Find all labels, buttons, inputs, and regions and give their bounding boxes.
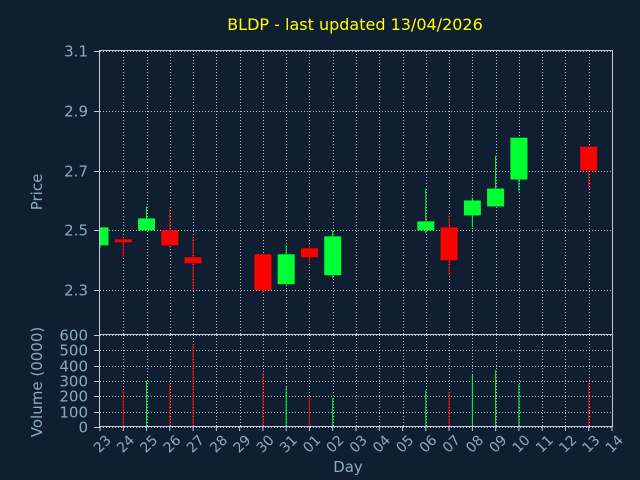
day-x-ticks: 23 24 25 26 27 28 29 30 31 01 02 03 04 05 06 07 08 09 10 11… [91, 427, 627, 456]
candle-body [100, 227, 109, 246]
day-tick-label: 02 [324, 432, 348, 456]
candle-body [324, 236, 342, 276]
day-tick-label: 23 [91, 432, 115, 456]
day-tick-label: 25 [137, 432, 161, 456]
candle-body [487, 188, 505, 207]
day-tick-label: 12 [556, 432, 580, 456]
candle-body [184, 257, 202, 264]
volume-tick-label: 500 [59, 342, 88, 360]
price-tick-label: 3.1 [64, 43, 88, 61]
day-tick-label: 13 [580, 432, 604, 456]
volume-axis-label: Volume (0000) [28, 327, 46, 437]
candle-body [114, 239, 132, 243]
candle-body [417, 221, 435, 231]
volume-grid [100, 335, 612, 428]
candle-body [580, 146, 598, 171]
price-grid [100, 51, 612, 335]
chart-title: BLDP - last updated 13/04/2026 [227, 15, 483, 34]
candle-body [510, 137, 528, 180]
day-tick-label: 10 [510, 432, 534, 456]
day-tick-label: 09 [486, 432, 510, 456]
candle-body [138, 218, 156, 231]
price-y-ticks: 2.3 2.5 2.7 2.9 3.1 [64, 43, 100, 300]
candle-body [463, 200, 481, 216]
volume-tick-label: 600 [59, 327, 88, 345]
day-tick-label: 24 [114, 432, 138, 456]
day-tick-label: 08 [463, 432, 487, 456]
day-tick-label: 11 [533, 432, 557, 456]
volume-tick-label: 400 [59, 358, 88, 376]
price-tick-label: 2.3 [64, 282, 88, 300]
day-tick-label: 27 [184, 432, 208, 456]
day-tick-label: 28 [207, 432, 231, 456]
volume-tick-label: 0 [78, 419, 88, 437]
candle-body [440, 227, 458, 261]
day-tick-label: 06 [417, 432, 441, 456]
day-tick-label: 29 [230, 432, 254, 456]
day-tick-label: 01 [300, 432, 324, 456]
day-tick-label: 03 [347, 432, 371, 456]
price-axis-label: Price [28, 174, 46, 211]
price-tick-label: 2.7 [64, 163, 88, 181]
volume-tick-label: 300 [59, 373, 88, 391]
day-tick-label: 31 [277, 432, 301, 456]
candle-body [300, 248, 318, 258]
price-tick-label: 2.9 [64, 103, 88, 121]
candlesticks [99, 137, 598, 294]
day-tick-label: 07 [440, 432, 464, 456]
day-tick-label: 26 [161, 432, 185, 456]
candle-body [277, 254, 295, 285]
price-tick-label: 2.5 [64, 222, 88, 240]
volume-plot-frame [99, 334, 613, 427]
day-tick-label: 05 [393, 432, 417, 456]
volume-tick-label: 100 [59, 404, 88, 422]
day-tick-label: 14 [603, 432, 627, 456]
price-plot-frame [99, 50, 613, 335]
volume-bars [122, 344, 590, 427]
volume-tick-label: 200 [59, 388, 88, 406]
candle-body [254, 254, 272, 291]
day-axis-label: Day [333, 458, 363, 476]
day-tick-label: 04 [370, 432, 394, 456]
candle-body [161, 230, 179, 246]
day-tick-label: 30 [254, 432, 278, 456]
